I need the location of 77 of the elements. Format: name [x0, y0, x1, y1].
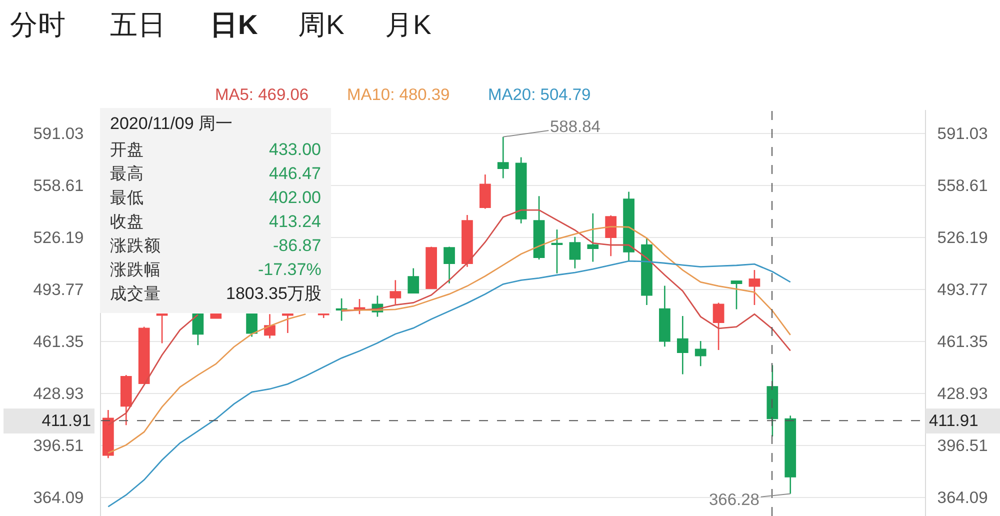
- annotation: 涨跌幅: [110, 261, 161, 279]
- candlestick: [246, 313, 258, 338]
- text: 日K: [210, 9, 258, 40]
- y-tick-label: 428.93: [33, 385, 84, 404]
- candlestick: [390, 279, 402, 305]
- candlestick: [264, 313, 276, 339]
- candlestick: [156, 313, 168, 344]
- y-tick-label: 396.51: [33, 437, 84, 456]
- y2-tick-label: 526.19: [937, 229, 988, 248]
- candlestick: [784, 414, 796, 494]
- y-tick-label: 591.03: [33, 125, 84, 144]
- y2-tick-label: 493.77: [937, 281, 988, 300]
- candlestick: [102, 409, 114, 459]
- annotation: 433.00: [269, 140, 321, 159]
- candlestick: [730, 280, 742, 310]
- candlestick: [120, 374, 132, 426]
- candlestick: [569, 236, 581, 270]
- annotation: 1803.35万股: [226, 284, 322, 303]
- candlestick: [623, 191, 634, 262]
- line-series: [107, 260, 792, 508]
- ref-line-label: 411.91: [929, 412, 978, 430]
- y-tick-label: 558.61: [33, 177, 84, 196]
- candlestick: [533, 195, 545, 260]
- text: 五日: [110, 9, 166, 40]
- y2-tick-label: 396.51: [937, 437, 988, 456]
- candlestick: [426, 246, 437, 290]
- annotation: 366.28: [709, 491, 760, 509]
- candlestick: [766, 364, 778, 438]
- text: MA20: 504.79: [488, 86, 591, 104]
- candlestick: [192, 313, 204, 346]
- y-tick-label: 364.09: [33, 489, 84, 508]
- y2-tick-label: 461.35: [937, 333, 988, 352]
- candlestick: [515, 156, 527, 224]
- candlestick: [318, 313, 330, 319]
- candlestick: [694, 340, 706, 367]
- annotation: 413.24: [269, 212, 321, 231]
- candlestick: [748, 269, 760, 306]
- y2-tick-label: 364.09: [937, 489, 988, 508]
- text: MA5: 469.06: [215, 86, 309, 104]
- y2-tick-label: 558.61: [937, 177, 988, 196]
- y2-tick-label: 428.93: [937, 385, 988, 404]
- annotation: 涨跌额: [110, 236, 161, 255]
- y-tick-label: 493.77: [33, 281, 84, 300]
- annotation: -86.87: [273, 236, 322, 255]
- candlestick: [712, 302, 724, 351]
- annotation: -17.37%: [258, 260, 322, 279]
- candlestick: [497, 136, 509, 179]
- candlestick: [408, 268, 420, 294]
- candlestick: [587, 212, 599, 262]
- annotation: 446.47: [269, 164, 321, 183]
- candlestick: [480, 174, 491, 210]
- candlestick: [462, 214, 473, 268]
- text: 月K: [385, 9, 432, 40]
- candlestick: [641, 238, 652, 306]
- annotation: 最低: [110, 189, 144, 207]
- text: 周K: [298, 9, 345, 40]
- text: MA10: 480.39: [347, 86, 450, 104]
- annotation: 成交量: [110, 284, 161, 303]
- candlestick: [605, 214, 617, 257]
- annotation: 开盘: [110, 141, 144, 159]
- annotation: 最高: [110, 164, 144, 183]
- y-tick-label: 526.19: [33, 229, 84, 248]
- candlestick: [659, 285, 670, 348]
- text: 分时: [10, 9, 66, 40]
- annotation: 588.84: [550, 118, 600, 136]
- candlestick: [444, 246, 455, 284]
- candlestick: [551, 228, 563, 274]
- candlestick: [138, 326, 150, 385]
- text: 411.91: [42, 412, 91, 430]
- candlestick: [210, 313, 222, 319]
- annotation: 402.00: [269, 188, 321, 207]
- candlestick: [676, 315, 688, 375]
- annotation: 2020/11/09 周一: [110, 114, 233, 133]
- candlestick: [282, 313, 294, 334]
- y-tick-label: 461.35: [33, 333, 84, 352]
- annotation: 收盘: [110, 213, 144, 231]
- y2-tick-label: 591.03: [937, 125, 988, 144]
